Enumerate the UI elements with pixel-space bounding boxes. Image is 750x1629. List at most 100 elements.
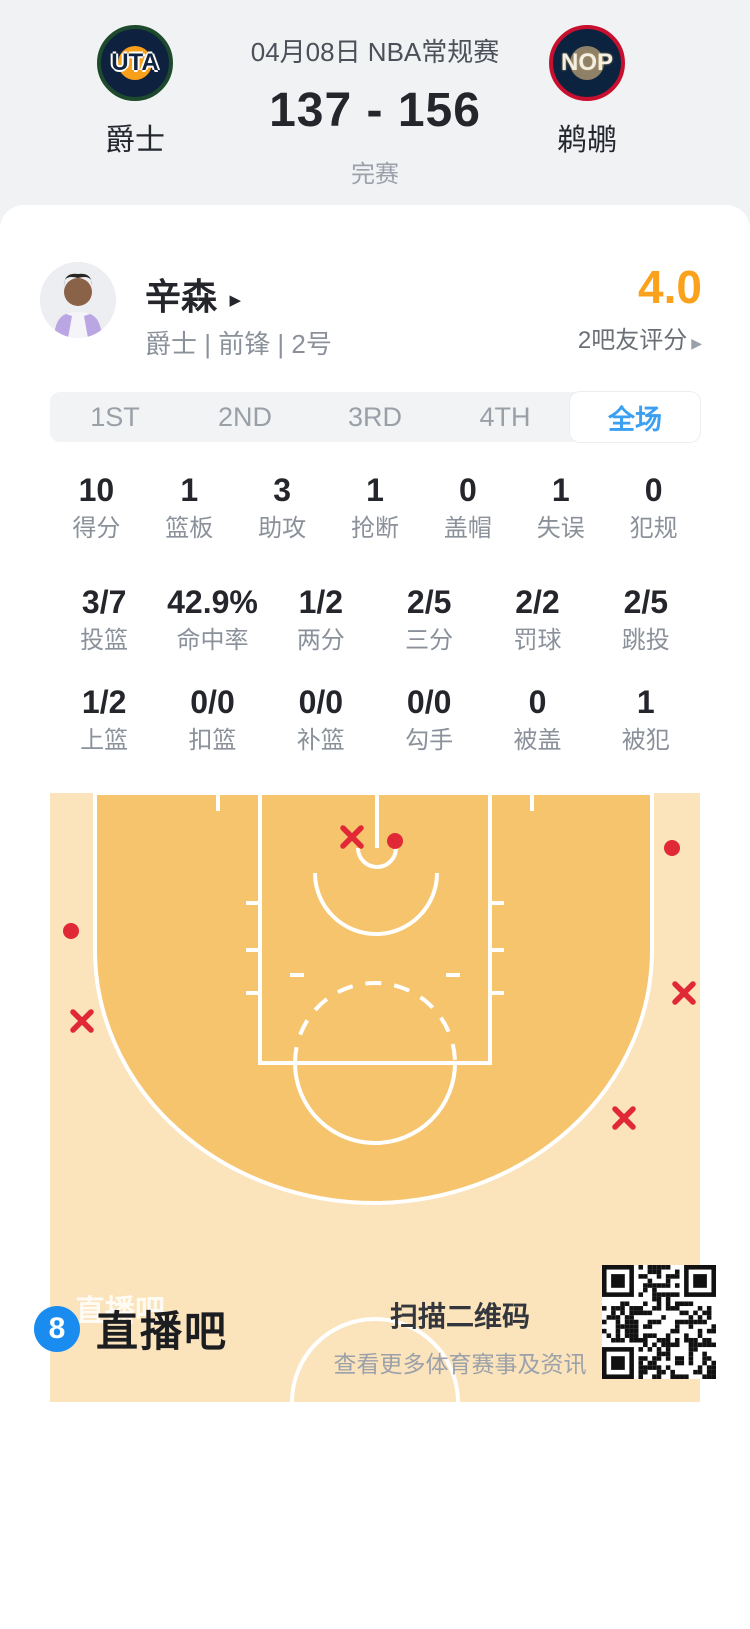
shot-make-marker xyxy=(387,833,403,849)
player-stats-card: 辛森 ▶ 爵士 | 前锋 | 2号 4.0 2吧友评分 ▶ 1ST 2ND 3RD 4T… xyxy=(0,205,750,1629)
stat-cell-助攻: 3 助攻 xyxy=(236,470,329,544)
stat-value: 1 xyxy=(180,472,199,508)
stat-cell-抢断: 1 抢断 xyxy=(329,470,422,544)
rating-block[interactable]: 4.0 2吧友评分 ▶ xyxy=(578,262,702,355)
stat-value: 0 xyxy=(458,472,477,508)
player-avatar-image xyxy=(40,262,116,338)
stat-value: 0 xyxy=(528,684,547,720)
match-score: 137 - 156 xyxy=(269,84,481,137)
stat-value: 3 xyxy=(273,472,292,508)
player-name-wrap[interactable]: 辛森 ▶ xyxy=(145,268,241,320)
qr-title: 扫描二维码 xyxy=(389,1301,530,1332)
baseline-ticks xyxy=(216,793,534,811)
stat-value: 0/0 xyxy=(190,684,235,720)
stat-value: 42.9% xyxy=(167,584,258,620)
stat-cell-得分: 10 得分 xyxy=(50,470,143,544)
stat-cell-上篮: 1/2 上篮 xyxy=(50,682,158,756)
tab-2nd[interactable]: 2ND xyxy=(217,401,272,432)
home-team-block[interactable]: UTA 爵士 xyxy=(55,25,215,159)
away-team-name: 鹈鹕 xyxy=(557,124,617,157)
stat-label: 被犯 xyxy=(621,727,670,754)
basketball-icon xyxy=(118,46,152,80)
stat-value: 0/0 xyxy=(298,684,344,720)
stat-cell-失误: 1 失误 xyxy=(514,470,607,544)
stat-label: 跳投 xyxy=(621,627,670,654)
free-throw-circle-dashed xyxy=(293,981,457,1064)
rating-label: 2吧友评分 ▶ xyxy=(578,320,702,355)
stat-value: 1/2 xyxy=(81,684,127,720)
stat-value: 1/2 xyxy=(298,584,344,620)
stat-label: 两分 xyxy=(296,627,345,654)
stat-label: 助攻 xyxy=(258,515,307,542)
stat-cell-被犯: 1 被犯 xyxy=(592,682,700,756)
tab-1st[interactable]: 1ST xyxy=(90,401,140,432)
tab-4th[interactable]: 4TH xyxy=(479,401,531,432)
restricted-area-arc xyxy=(313,872,439,936)
basketball-icon xyxy=(570,46,604,80)
home-team-logo: UTA xyxy=(97,25,173,101)
stat-label: 三分 xyxy=(405,627,454,654)
stat-cell-补篮: 0/0 补篮 xyxy=(267,682,375,756)
brand-logo: 8 直播吧 xyxy=(34,1298,228,1359)
stat-label: 上篮 xyxy=(80,727,129,754)
chevron-right-icon: ▶ xyxy=(691,335,702,351)
stat-value: 2/5 xyxy=(623,584,669,620)
shot-make-marker xyxy=(664,840,680,856)
qr-code-image xyxy=(602,1265,716,1379)
stat-cell-跳投: 2/5 跳投 xyxy=(592,582,700,656)
stat-value: 1 xyxy=(366,472,384,508)
stat-cell-三分: 2/5 三分 xyxy=(375,582,483,656)
match-date: 04月08日 NBA常规赛 xyxy=(250,37,500,67)
stat-label: 篮板 xyxy=(165,515,214,542)
player-info: 爵士 | 前锋 | 2号 xyxy=(145,329,332,359)
stat-label: 得分 xyxy=(72,515,121,542)
stat-row-shooting: 3/7 投篮 42.9% 命中率 1/2 两分 2/5 三分 2/2 罚球 2/5 跳投 xyxy=(50,582,700,656)
stat-cell-被盖: 0 被盖 xyxy=(483,682,591,756)
chevron-right-icon: ▶ xyxy=(229,292,242,309)
home-team-name: 爵士 xyxy=(105,124,165,157)
stat-label: 勾手 xyxy=(405,727,454,754)
shot-miss-marker xyxy=(70,1009,94,1033)
shot-chart: 直播吧 xyxy=(50,791,700,1403)
tab-3rd[interactable]: 3RD xyxy=(347,401,402,432)
app-footer: 8 直播吧 扫描二维码 查看更多体育赛事及资讯 xyxy=(0,1263,750,1393)
qr-caption: 扫描二维码 查看更多体育赛事及资讯 xyxy=(330,1295,590,1379)
stat-cell-勾手: 0/0 勾手 xyxy=(375,682,483,756)
player-row: 辛森 ▶ 爵士 | 前锋 | 2号 4.0 2吧友评分 ▶ xyxy=(0,262,750,362)
stat-cell-投篮: 3/7 投篮 xyxy=(50,582,158,656)
away-team-abbr: NOP xyxy=(560,49,613,76)
brand-name: 直播吧 xyxy=(96,1308,229,1355)
away-team-logo: NOP xyxy=(549,25,625,101)
free-throw-circle-solid xyxy=(293,1062,457,1145)
stat-label: 抢断 xyxy=(351,515,399,542)
stat-row-basic: 10 得分 1 篮板 3 助攻 1 抢断 0 盖帽 1 失误 0 犯规 xyxy=(50,470,700,544)
stat-cell-命中率: 42.9% 命中率 xyxy=(158,582,266,656)
shot-miss-marker xyxy=(612,1106,636,1130)
quarter-tabbar: 1ST 2ND 3RD 4TH 全场 xyxy=(50,392,700,442)
stat-label: 被盖 xyxy=(513,727,562,754)
stat-value: 0/0 xyxy=(406,684,452,720)
stat-cell-犯规: 0 犯规 xyxy=(607,470,700,544)
stat-label: 投篮 xyxy=(80,627,129,654)
shot-miss-marker xyxy=(340,825,364,849)
player-avatar[interactable] xyxy=(40,262,116,338)
shot-markers xyxy=(63,825,696,1130)
stat-value: 10 xyxy=(78,472,115,508)
away-team-block[interactable]: NOP 鹈鹕 xyxy=(507,25,667,159)
tab-全场[interactable]: 全场 xyxy=(570,392,700,442)
stat-label: 失误 xyxy=(536,515,585,542)
qr-subtitle: 查看更多体育赛事及资讯 xyxy=(333,1351,587,1377)
stat-value: 0 xyxy=(644,472,663,508)
stat-label: 命中率 xyxy=(176,627,249,654)
home-team-abbr: UTA xyxy=(111,49,159,76)
stat-label: 扣篮 xyxy=(188,727,237,754)
stat-label: 犯规 xyxy=(629,515,678,542)
rim-arc xyxy=(356,847,398,869)
stat-label: 补篮 xyxy=(296,727,345,754)
watermark: 直播吧 xyxy=(75,1295,165,1328)
shot-make-marker xyxy=(63,923,79,939)
stat-row-misc: 1/2 上篮 0/0 扣篮 0/0 补篮 0/0 勾手 0 被盖 1 被犯 xyxy=(50,682,700,756)
stat-cell-两分: 1/2 两分 xyxy=(267,582,375,656)
stat-label: 盖帽 xyxy=(443,515,492,542)
